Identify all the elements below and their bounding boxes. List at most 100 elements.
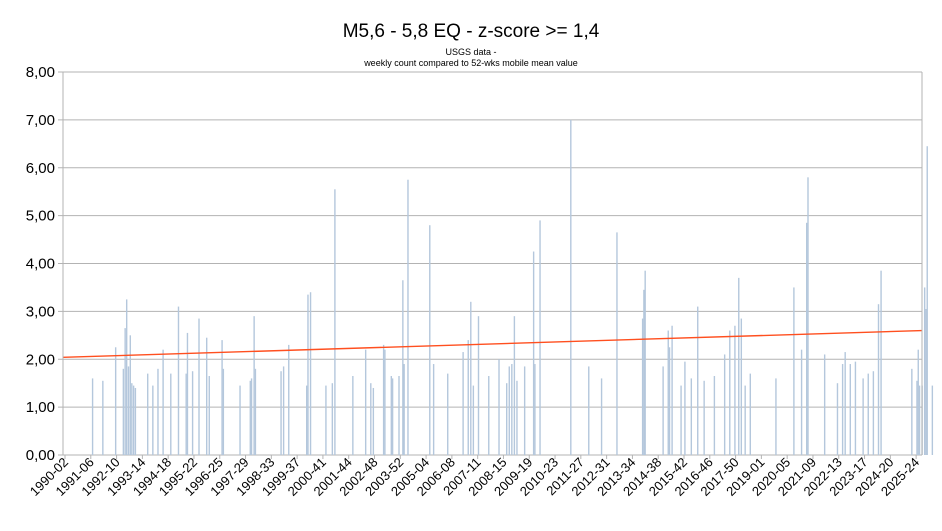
bar xyxy=(470,301,472,455)
bar xyxy=(877,304,880,455)
bar xyxy=(127,366,130,455)
bar xyxy=(667,330,669,455)
bar xyxy=(352,376,354,455)
bar xyxy=(114,347,117,455)
bar xyxy=(370,383,372,455)
bar xyxy=(170,373,172,455)
bar xyxy=(918,385,921,455)
bar xyxy=(91,378,94,455)
bar xyxy=(508,366,510,455)
bar xyxy=(384,349,386,455)
bar xyxy=(616,232,618,455)
bar xyxy=(129,335,131,455)
bar xyxy=(539,220,541,455)
bar xyxy=(331,383,334,455)
chart-title: M5,6 - 5,8 EQ - z-score >= 1,4 xyxy=(342,21,600,42)
bar xyxy=(570,119,572,455)
bar xyxy=(697,306,699,455)
bar xyxy=(186,332,189,455)
bar xyxy=(916,380,918,455)
bar xyxy=(911,368,913,455)
y-tick-label: 3,00 xyxy=(26,303,55,320)
bar xyxy=(926,146,928,456)
bar xyxy=(307,294,309,455)
bar xyxy=(836,383,839,455)
bar xyxy=(841,364,844,455)
axes xyxy=(58,71,923,459)
bar xyxy=(334,189,336,455)
bar xyxy=(867,373,869,455)
bar xyxy=(690,378,693,455)
chart-subtitle-line-1: USGS data - xyxy=(445,47,497,57)
bar xyxy=(205,337,208,455)
y-tick-label: 0,00 xyxy=(26,447,55,464)
bar xyxy=(467,340,469,455)
bar xyxy=(364,349,367,455)
bar xyxy=(125,299,128,455)
bar xyxy=(132,385,135,455)
bar xyxy=(432,364,435,455)
bar xyxy=(516,380,518,455)
bar xyxy=(740,318,743,455)
bar xyxy=(198,318,200,455)
y-tick-label: 7,00 xyxy=(26,112,55,129)
bar xyxy=(147,373,149,455)
bar xyxy=(391,378,394,455)
bar xyxy=(221,340,223,455)
bar xyxy=(124,328,126,455)
y-tick-label: 1,00 xyxy=(26,399,55,416)
bar xyxy=(398,376,400,455)
bar xyxy=(744,385,746,455)
bar xyxy=(152,385,154,455)
bar xyxy=(282,366,285,455)
x-tick-labels: 1990-021991-061992-101993-141994-181995-… xyxy=(27,455,922,499)
bar xyxy=(931,385,934,455)
trend-line xyxy=(62,329,923,359)
bar xyxy=(729,330,731,455)
trend-line-series xyxy=(62,329,923,359)
y-tick-label: 6,00 xyxy=(26,160,55,177)
bar xyxy=(447,373,449,455)
bar xyxy=(239,385,241,455)
bar xyxy=(254,368,257,455)
bar xyxy=(738,277,740,455)
bar xyxy=(222,368,225,455)
bar xyxy=(513,316,516,455)
bar xyxy=(185,373,187,455)
bar xyxy=(325,385,327,455)
bar xyxy=(511,364,513,455)
bar xyxy=(641,318,644,455)
bar xyxy=(823,354,826,455)
bar xyxy=(506,383,508,455)
bar xyxy=(407,179,409,455)
bar xyxy=(872,371,875,455)
bar xyxy=(749,373,751,455)
bar xyxy=(723,354,726,455)
bar xyxy=(250,378,253,455)
bar xyxy=(849,364,852,455)
y-tick-label: 5,00 xyxy=(26,208,55,225)
bar xyxy=(684,361,686,455)
bar xyxy=(713,376,716,455)
bar xyxy=(488,376,490,455)
bar xyxy=(157,368,159,455)
bar xyxy=(177,306,180,455)
bar xyxy=(793,287,795,455)
bar xyxy=(403,364,405,455)
bar xyxy=(671,325,673,455)
bar xyxy=(372,387,375,455)
bar xyxy=(923,287,926,455)
bar xyxy=(280,371,282,455)
bar xyxy=(253,316,255,455)
y-tick-label: 4,00 xyxy=(26,256,55,273)
y-tick-label: 8,00 xyxy=(26,64,55,81)
bar xyxy=(477,316,480,455)
bar xyxy=(429,225,431,455)
bar xyxy=(644,270,646,455)
bar xyxy=(775,378,777,455)
bar xyxy=(643,289,645,455)
bar-series xyxy=(91,119,934,456)
bar xyxy=(208,376,210,455)
bar xyxy=(703,380,705,455)
